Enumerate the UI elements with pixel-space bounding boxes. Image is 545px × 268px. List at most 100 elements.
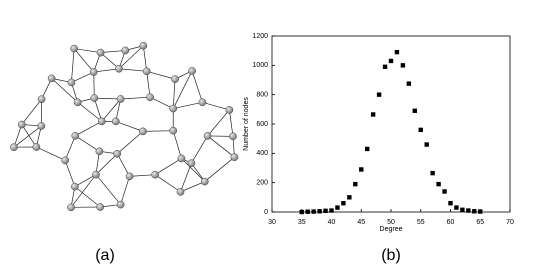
edge <box>181 158 206 182</box>
edge <box>207 109 230 137</box>
point <box>412 108 417 113</box>
x-tick-label: 65 <box>476 219 484 226</box>
edge <box>73 48 94 73</box>
y-tick-label: 1000 <box>252 62 268 69</box>
point <box>299 209 304 215</box>
point <box>305 209 310 214</box>
edge <box>95 153 118 175</box>
edge <box>13 125 42 148</box>
node <box>225 106 234 114</box>
point <box>329 208 334 213</box>
edge <box>146 70 176 80</box>
edge <box>172 130 182 159</box>
node <box>229 132 237 141</box>
edge <box>95 174 121 205</box>
point <box>370 112 376 117</box>
node <box>73 98 82 107</box>
node <box>61 156 70 165</box>
node <box>198 98 207 107</box>
node <box>142 67 151 76</box>
node <box>146 93 154 102</box>
edge <box>64 135 76 161</box>
edge <box>191 70 203 103</box>
point <box>418 127 423 133</box>
edge <box>154 158 182 175</box>
edge <box>74 48 101 53</box>
node <box>169 126 178 135</box>
point <box>424 142 429 147</box>
point <box>448 201 453 206</box>
edge <box>100 52 120 70</box>
point <box>436 181 441 187</box>
node <box>125 172 134 181</box>
x-tick-label: 45 <box>357 219 365 226</box>
node <box>113 149 122 158</box>
node <box>10 143 18 152</box>
node <box>200 177 209 186</box>
edge <box>95 151 100 175</box>
node <box>151 170 159 179</box>
point <box>430 170 435 176</box>
edge <box>229 109 234 137</box>
edge <box>117 131 144 154</box>
edge <box>94 97 121 100</box>
point <box>311 209 316 214</box>
edge <box>143 45 148 72</box>
point <box>472 209 477 214</box>
point <box>442 189 447 194</box>
node <box>188 67 196 75</box>
panel-label: (a) <box>95 247 115 264</box>
point <box>347 195 352 200</box>
node <box>169 104 178 113</box>
edge <box>93 72 95 99</box>
node <box>97 117 106 126</box>
point <box>454 205 459 210</box>
edge <box>77 101 102 122</box>
point <box>406 81 412 86</box>
node <box>70 44 78 53</box>
point <box>400 63 406 68</box>
node <box>139 127 147 136</box>
point <box>365 146 370 152</box>
node <box>176 188 185 196</box>
y-tick-label: 200 <box>256 180 268 187</box>
node <box>67 78 76 87</box>
y-tick-label: 0 <box>264 209 268 216</box>
edge <box>75 135 100 152</box>
point <box>382 64 388 69</box>
edge <box>74 186 101 208</box>
point <box>376 92 382 97</box>
edge <box>93 97 103 122</box>
x-tick-label: 55 <box>417 219 425 226</box>
edge <box>93 68 120 73</box>
node <box>230 153 239 162</box>
y-tick-label: 600 <box>256 121 268 128</box>
node <box>90 94 99 102</box>
node <box>116 200 125 209</box>
edge <box>116 153 130 177</box>
node <box>187 159 196 168</box>
node <box>17 120 26 129</box>
node <box>177 154 186 163</box>
edge <box>180 181 205 193</box>
edge <box>146 71 151 98</box>
edge <box>101 98 121 122</box>
x-tick-label: 35 <box>298 219 306 226</box>
node <box>47 74 56 83</box>
node <box>96 48 105 57</box>
y-axis-label: Number of nodes <box>243 97 250 151</box>
network-diagram <box>10 41 239 212</box>
edge <box>149 96 174 109</box>
node <box>92 170 100 179</box>
y-tick-label: 400 <box>256 150 268 157</box>
point <box>388 58 394 64</box>
point <box>394 49 400 55</box>
point <box>478 209 483 214</box>
edge <box>115 121 144 132</box>
node <box>70 182 79 191</box>
x-axis-label: Degree <box>380 226 403 233</box>
point <box>323 208 328 214</box>
node <box>96 203 105 211</box>
node <box>67 203 75 212</box>
